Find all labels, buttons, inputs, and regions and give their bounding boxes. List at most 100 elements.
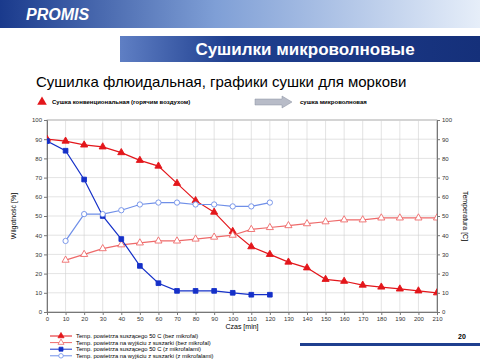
- tick-mark: [344, 312, 345, 315]
- data-point: [433, 214, 437, 220]
- data-point: [378, 283, 385, 289]
- grid-line: [47, 273, 437, 274]
- tick: 170: [358, 312, 369, 322]
- tick-mark: [84, 312, 85, 315]
- plot-marks: [47, 135, 437, 297]
- tick-mark: [437, 293, 440, 294]
- data-point: [62, 256, 69, 262]
- data-point: [211, 202, 216, 207]
- tick: 60: [156, 312, 163, 322]
- tick: 100: [437, 117, 453, 123]
- data-point: [81, 211, 86, 216]
- data-point: [155, 162, 162, 168]
- grid-line: [139, 120, 140, 312]
- data-point: [119, 237, 124, 242]
- tick: 110: [247, 312, 257, 322]
- tick-mark: [437, 274, 440, 275]
- data-point: [341, 216, 348, 222]
- tick-label: 160: [340, 316, 351, 322]
- tick-mark: [44, 178, 47, 179]
- tick-mark: [214, 312, 215, 315]
- y-axis-title: Wilgotność [%]: [10, 193, 18, 239]
- tick-label: 70: [174, 316, 181, 322]
- series-line: [66, 203, 270, 241]
- axis-line: [48, 313, 438, 316]
- tick-label: 100: [228, 316, 239, 322]
- tick-mark: [44, 254, 47, 255]
- data-point: [175, 289, 180, 294]
- grid-line: [47, 235, 437, 236]
- tick-mark: [140, 312, 141, 315]
- tick: 130: [284, 312, 295, 322]
- tick-label: 90: [442, 137, 449, 143]
- tick-mark: [381, 312, 382, 315]
- tick: 90: [35, 137, 47, 143]
- annotation-icon: [37, 96, 47, 104]
- x-axis-title: Czas [min]: [225, 323, 258, 331]
- tick-mark: [437, 254, 440, 255]
- tick-mark: [437, 178, 440, 179]
- footer-bar: [300, 343, 480, 346]
- tick: 40: [35, 233, 47, 239]
- tick-mark: [233, 312, 234, 315]
- data-point: [211, 208, 218, 214]
- legend-marker: [58, 339, 64, 344]
- data-point: [267, 200, 272, 205]
- grid-line: [47, 254, 437, 255]
- header-bar: [0, 0, 480, 28]
- tick-label: 210: [432, 316, 443, 322]
- data-point: [137, 202, 142, 207]
- tick: 0: [39, 309, 47, 315]
- data-point: [173, 179, 180, 185]
- data-point: [136, 239, 143, 245]
- tick-mark: [44, 120, 47, 121]
- tick: 0: [437, 309, 446, 315]
- tick: 60: [35, 194, 47, 200]
- data-point: [138, 264, 143, 269]
- tick-label: 20: [35, 271, 42, 277]
- data-point: [396, 285, 403, 291]
- tick-label: 80: [35, 156, 42, 162]
- data-point: [193, 289, 198, 294]
- tick-label: 50: [442, 213, 449, 219]
- data-point: [173, 237, 180, 243]
- tick: 120: [265, 312, 276, 322]
- legend-label: Temp. powietrza na wyjściu z suszarki (b…: [76, 340, 211, 346]
- tick: 20: [35, 271, 47, 277]
- data-point: [396, 214, 403, 220]
- legend: Temp. powietrza suszącego 50 C (bez mikr…: [50, 332, 214, 358]
- tick: 90: [211, 312, 218, 322]
- tick: 50: [137, 312, 144, 322]
- page-number: 20: [458, 333, 466, 340]
- tick: 70: [35, 175, 47, 181]
- tick-label: 30: [35, 252, 42, 258]
- tick-label: 30: [100, 316, 107, 322]
- data-point: [81, 141, 88, 147]
- grid-line: [325, 120, 326, 312]
- tick-mark: [44, 139, 47, 140]
- data-point: [100, 211, 105, 216]
- tick: 190: [395, 312, 406, 322]
- series-line: [66, 218, 437, 260]
- grid-line: [269, 120, 270, 312]
- data-point: [136, 156, 143, 162]
- tick-label: 190: [395, 316, 406, 322]
- tick-mark: [437, 197, 440, 198]
- tick-mark: [400, 312, 401, 315]
- title: Сушилки микроволновые: [195, 40, 414, 59]
- tick-label: 100: [32, 117, 43, 123]
- tick-mark: [437, 158, 440, 159]
- data-point: [99, 245, 106, 251]
- grid-line: [47, 158, 437, 159]
- data-point: [47, 139, 49, 144]
- tick-label: 40: [442, 233, 449, 239]
- tick-label: 180: [377, 316, 388, 322]
- tick-mark: [44, 197, 47, 198]
- data-point: [285, 258, 292, 264]
- tick: 50: [35, 213, 47, 219]
- tick: 30: [35, 252, 47, 258]
- logo: PROMIS: [26, 6, 89, 23]
- tick-mark: [44, 274, 47, 275]
- tick-label: 30: [442, 252, 449, 258]
- grid-line: [307, 120, 308, 312]
